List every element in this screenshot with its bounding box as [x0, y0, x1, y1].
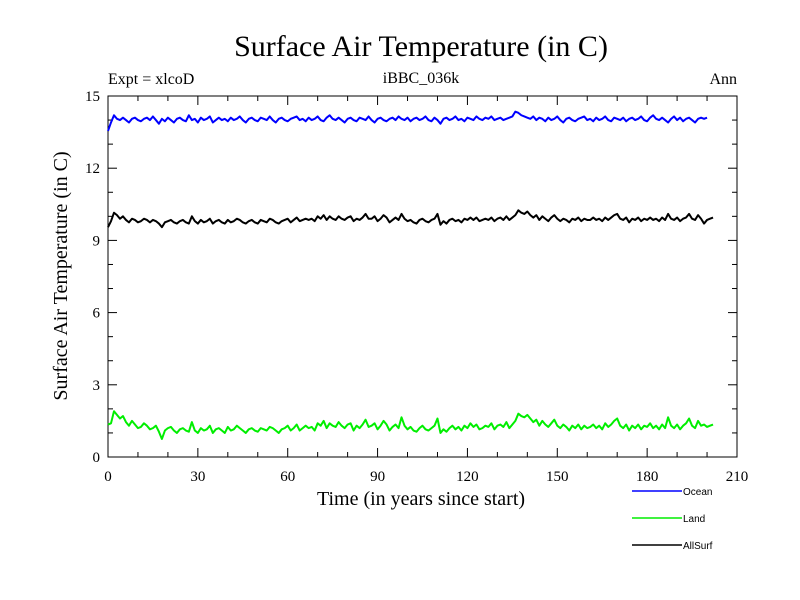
x-tick-label: 60	[280, 469, 295, 485]
legend-label-land: Land	[683, 514, 705, 525]
x-tick-label: 120	[456, 469, 479, 485]
legend: Ocean Land AllSurf	[632, 487, 713, 552]
series-line-land	[107, 410, 714, 440]
y-tick-label: 3	[93, 378, 101, 394]
y-tick-label: 12	[85, 161, 100, 177]
y-axis-label: Surface Air Temperature (in C)	[50, 151, 72, 400]
y-tick-label: 9	[93, 233, 101, 249]
y-tick-label: 0	[93, 450, 101, 466]
x-tick-label: 90	[370, 469, 385, 485]
x-tick-label: 30	[190, 469, 205, 485]
x-tick-label: 0	[104, 469, 112, 485]
y-tick-label: 6	[93, 306, 101, 322]
x-tick-labels: 0 30 60 90 120 150 180 210	[104, 469, 748, 485]
x-tick-label: 210	[726, 469, 749, 485]
series-line-ocean	[107, 110, 708, 132]
y-tick-labels: 0 3 6 9 12 15	[85, 89, 101, 466]
y-tick-label: 15	[85, 89, 100, 105]
series-lines	[107, 110, 714, 440]
legend-label-ocean: Ocean	[683, 487, 712, 498]
chart-title: Surface Air Temperature (in C)	[234, 30, 608, 63]
chart-subtitle: iBBC_036k	[383, 70, 459, 87]
legend-label-allsurf: AllSurf	[683, 541, 713, 552]
axis-ticks	[107, 95, 738, 458]
x-tick-label: 180	[636, 469, 659, 485]
series-line-allsurf	[107, 209, 714, 229]
period-label: Ann	[709, 71, 737, 88]
x-axis-label: Time (in years since start)	[317, 488, 525, 510]
x-tick-label: 150	[546, 469, 569, 485]
plot-frame	[107, 95, 738, 458]
experiment-label: Expt = xlcoD	[108, 71, 194, 88]
